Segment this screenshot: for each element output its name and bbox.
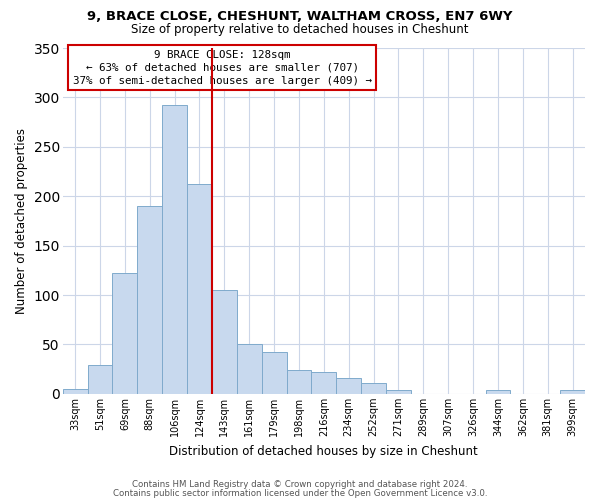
- Text: 9 BRACE CLOSE: 128sqm
← 63% of detached houses are smaller (707)
37% of semi-det: 9 BRACE CLOSE: 128sqm ← 63% of detached …: [73, 50, 371, 86]
- Bar: [212, 290, 237, 394]
- Bar: [88, 365, 112, 394]
- Bar: [485, 390, 511, 394]
- Text: Size of property relative to detached houses in Cheshunt: Size of property relative to detached ho…: [131, 22, 469, 36]
- Bar: [560, 390, 585, 394]
- Bar: [187, 184, 212, 394]
- Bar: [63, 389, 88, 394]
- Bar: [162, 106, 187, 394]
- Text: Contains HM Land Registry data © Crown copyright and database right 2024.: Contains HM Land Registry data © Crown c…: [132, 480, 468, 489]
- X-axis label: Distribution of detached houses by size in Cheshunt: Distribution of detached houses by size …: [169, 444, 478, 458]
- Bar: [336, 378, 361, 394]
- Bar: [137, 206, 162, 394]
- Bar: [386, 390, 411, 394]
- Text: 9, BRACE CLOSE, CHESHUNT, WALTHAM CROSS, EN7 6WY: 9, BRACE CLOSE, CHESHUNT, WALTHAM CROSS,…: [87, 10, 513, 23]
- Bar: [287, 370, 311, 394]
- Bar: [112, 274, 137, 394]
- Bar: [262, 352, 287, 394]
- Bar: [361, 383, 386, 394]
- Y-axis label: Number of detached properties: Number of detached properties: [15, 128, 28, 314]
- Text: Contains public sector information licensed under the Open Government Licence v3: Contains public sector information licen…: [113, 488, 487, 498]
- Bar: [237, 344, 262, 394]
- Bar: [311, 372, 336, 394]
